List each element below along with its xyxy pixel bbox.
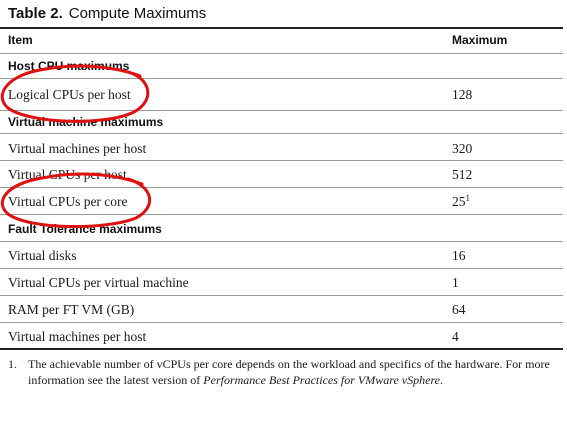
row-divider [0,110,563,111]
footnote-number: 1. [8,357,17,371]
table-top-rule [0,27,563,29]
row-item-label: Virtual CPUs per host [8,167,127,182]
footnote-body: The achievable number of vCPUs per core … [28,356,556,388]
table-caption: Table 2. Compute Maximums [8,5,206,22]
row-item-value: 16 [452,248,466,263]
row-divider [0,78,563,79]
header-rule [0,53,563,54]
row-item-label: Virtual machines per host [8,329,147,344]
table-bottom-rule [0,348,563,350]
column-header-item: Item [8,33,33,47]
row-item-label: Virtual disks [8,248,77,263]
value-number: 25 [452,194,466,209]
row-divider [0,241,563,242]
row-item-value: 320 [452,141,473,156]
table-title: Compute Maximums [68,5,207,22]
footnote-end: . [440,373,444,387]
row-divider [0,133,563,134]
row-item-value: 4 [452,329,459,344]
row-divider [0,268,563,269]
row-item-value: 251 [452,194,470,210]
row-item-label: RAM per FT VM (GB) [8,302,135,317]
footnote-reference[interactable]: 1 [465,193,471,203]
footnote-document-reference[interactable]: Performance Best Practices for VMware vS… [203,373,441,387]
table-number: Table 2. [8,5,63,22]
row-item-value: 1 [452,275,459,290]
row-divider [0,160,563,161]
row-item-label: Virtual CPUs per core [8,194,128,209]
section-heading-virtual-machine: Virtual machine maximums [8,115,164,129]
row-item-value: 512 [452,167,473,182]
row-divider [0,322,563,323]
footnote-text: The achievable number of vCPUs per core … [28,357,550,387]
row-item-value: 128 [452,87,473,102]
row-item-label: Virtual CPUs per virtual machine [8,275,189,290]
row-item-label: Virtual machines per host [8,141,147,156]
table-footnote: 1. The achievable number of vCPUs per co… [8,356,556,388]
row-divider [0,187,563,188]
row-divider [0,214,563,215]
section-heading-host-cpu: Host CPU maximums [8,59,130,73]
row-item-label: Logical CPUs per host [8,87,131,102]
row-item-value: 64 [452,302,466,317]
row-divider [0,295,563,296]
column-header-maximum: Maximum [452,33,508,47]
section-heading-fault-tolerance: Fault Tolerance maximums [8,222,162,236]
